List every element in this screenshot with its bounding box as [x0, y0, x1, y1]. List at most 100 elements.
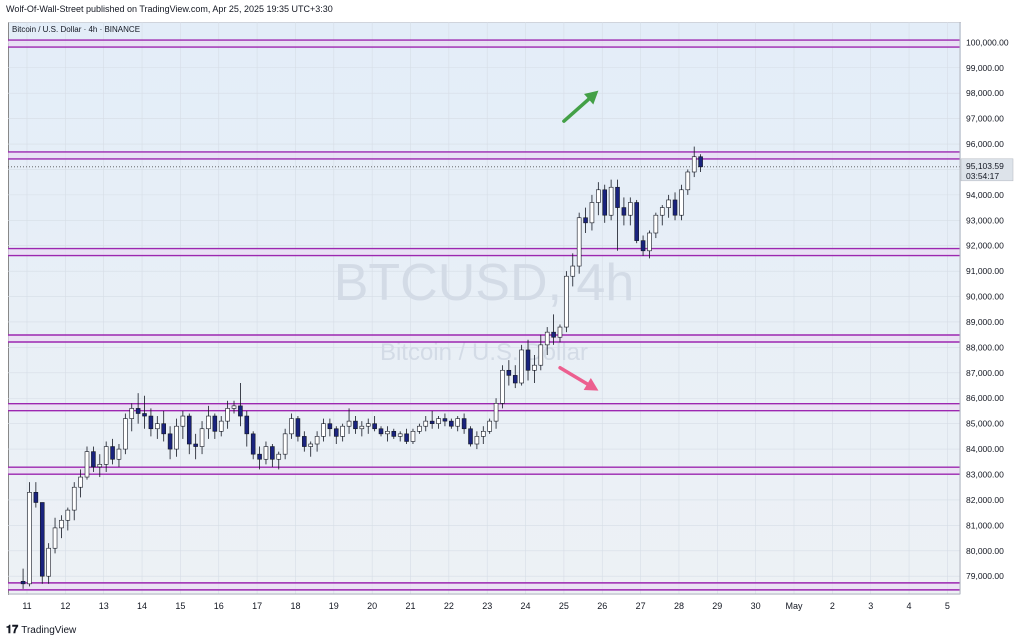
candle-body — [257, 453, 262, 460]
candle-body — [161, 423, 166, 435]
candle-body — [295, 418, 301, 437]
candle-body — [206, 415, 211, 430]
candle-body — [557, 326, 563, 338]
candle-body — [39, 502, 45, 577]
price-tick-label: 88,000.00 — [966, 342, 1004, 352]
level-zone — [8, 335, 960, 343]
time-tick-label: 18 — [290, 601, 300, 611]
candle-body — [659, 207, 665, 216]
candle-body — [621, 207, 627, 216]
candle-body — [142, 413, 147, 417]
candle-body — [634, 202, 639, 241]
candle-body — [410, 430, 416, 442]
candle-body — [481, 430, 486, 437]
candle-body — [308, 443, 313, 447]
time-tick-label: 27 — [636, 601, 646, 611]
candle-body — [238, 405, 243, 417]
candle-body — [474, 436, 480, 445]
footer-label: TradingView — [21, 625, 77, 636]
candle-body — [583, 217, 588, 224]
candle-body — [391, 430, 397, 437]
time-tick-label: 14 — [137, 601, 147, 611]
candle-body — [20, 580, 26, 585]
candle-body — [186, 415, 192, 445]
candle-body — [250, 433, 256, 455]
candle-body — [340, 425, 345, 437]
time-tick-label: 4 — [907, 601, 912, 611]
price-tick-label: 96,000.00 — [966, 139, 1004, 149]
chart-plot-area[interactable] — [8, 22, 961, 595]
candle-body — [455, 418, 460, 427]
candle-body — [372, 423, 377, 430]
watermark-name: Bitcoin / U.S. Dollar — [380, 339, 588, 366]
candle-body — [378, 428, 384, 435]
candle-body — [353, 420, 358, 430]
current-price-label: 95,103.59 — [966, 161, 1004, 171]
candle-body — [666, 199, 671, 208]
candle-body — [218, 420, 224, 432]
price-tick-label: 93,000.00 — [966, 215, 1004, 225]
level-zone — [8, 151, 960, 159]
candle-body — [59, 519, 64, 529]
price-tick-label: 92,000.00 — [966, 241, 1004, 251]
candle-body — [110, 446, 115, 460]
time-tick-label: 11 — [22, 601, 31, 611]
price-tick-label: 82,000.00 — [966, 495, 1004, 505]
time-tick-label: 28 — [674, 601, 684, 611]
time-tick-label: May — [785, 601, 803, 611]
candle-body — [691, 156, 697, 173]
candle-body — [442, 418, 448, 422]
candle-body — [532, 364, 537, 371]
time-tick-label: 12 — [60, 601, 70, 611]
price-tick-label: 83,000.00 — [966, 470, 1004, 480]
candle-body — [385, 430, 390, 435]
candle-body — [346, 420, 352, 427]
candle-body — [359, 425, 365, 430]
candle-body — [493, 403, 499, 422]
candle-body — [436, 418, 441, 424]
candle-body — [525, 349, 531, 371]
candle-body — [84, 451, 90, 478]
arrow-down-shaft — [558, 365, 593, 388]
candle-body — [167, 433, 173, 450]
price-tick-label: 99,000.00 — [966, 63, 1004, 73]
candle-body — [615, 186, 620, 208]
time-tick-label: 15 — [175, 601, 185, 611]
price-tick-label: 80,000.00 — [966, 546, 1004, 556]
time-tick-label: 19 — [329, 601, 339, 611]
time-tick-label: 3 — [868, 601, 873, 611]
arrow-up-shaft — [562, 94, 594, 123]
candle-body — [97, 464, 103, 468]
candle-body — [155, 423, 160, 430]
time-tick-label: 30 — [751, 601, 761, 611]
candle-body — [302, 436, 307, 447]
watermark-symbol: BTCUSD, 4h — [334, 254, 635, 312]
candle-body — [365, 423, 371, 427]
time-tick-label: 26 — [597, 601, 607, 611]
candle-body — [468, 428, 473, 445]
candle-body — [174, 425, 179, 450]
symbol-title: Bitcoin / U.S. Dollar · 4h · BINANCE — [12, 25, 141, 34]
price-tick-label: 89,000.00 — [966, 317, 1004, 327]
candle-body — [423, 420, 429, 427]
price-tick-label: 79,000.00 — [966, 571, 1004, 581]
candle-body — [397, 433, 403, 437]
candle-body — [116, 448, 122, 460]
candle-body — [602, 189, 608, 216]
candle-body — [129, 408, 135, 419]
candle-body — [519, 349, 524, 384]
candle-body — [193, 443, 198, 447]
candle-body — [33, 492, 39, 503]
time-tick-label: 24 — [521, 601, 531, 611]
candle-body — [103, 446, 109, 465]
candle-body — [123, 418, 128, 450]
price-tick-label: 91,000.00 — [966, 266, 1004, 276]
candle-body — [506, 369, 512, 376]
candle-body — [429, 420, 435, 424]
candle-body — [461, 418, 467, 430]
candle-body — [640, 240, 646, 252]
time-tick-label: 13 — [99, 601, 109, 611]
time-tick-label: 21 — [405, 601, 415, 611]
level-zone — [8, 40, 960, 48]
